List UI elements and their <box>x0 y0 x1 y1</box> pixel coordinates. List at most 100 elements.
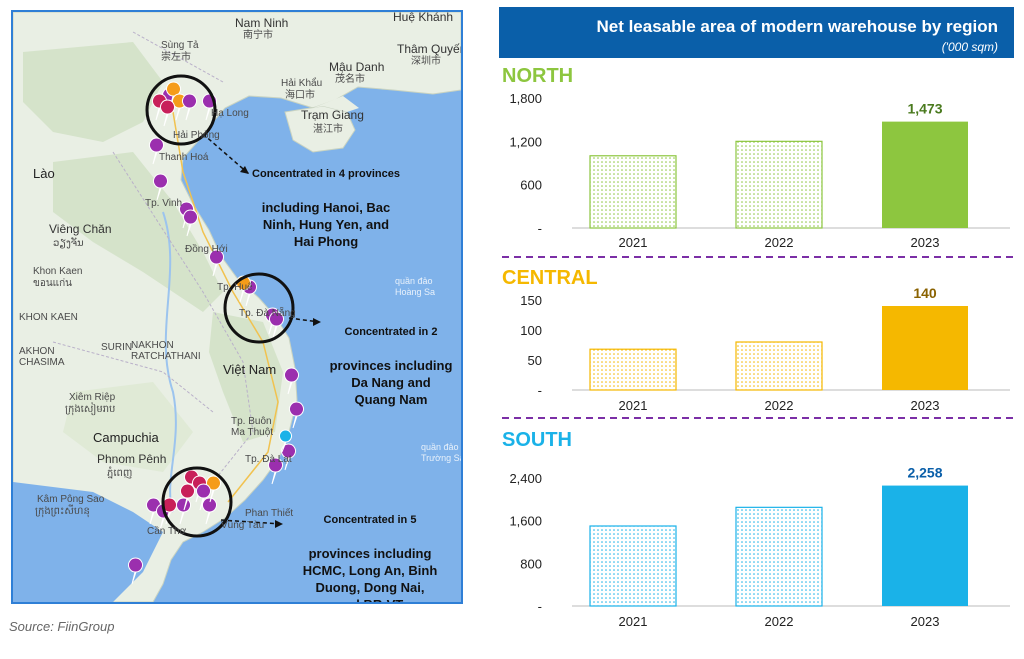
category-label-north: 2021 <box>619 235 648 250</box>
ytick-label-north: 1,800 <box>509 91 542 106</box>
pin-icon <box>281 443 296 471</box>
pin-icon <box>279 429 292 453</box>
place-khon-kaen-th: ขอนแก่น <box>33 278 73 289</box>
cluster-circle-central <box>223 272 295 344</box>
gulf-of-thailand <box>13 482 163 602</box>
place-vung-tau: Vũng Tàu <box>221 520 265 531</box>
panel-title-central: CENTRAL <box>502 267 598 289</box>
ytick-label-south: - <box>538 599 542 614</box>
pin-icon <box>128 557 143 585</box>
place-thanh-hoa: Thanh Hoá <box>159 152 209 163</box>
location-pins-cluster <box>152 81 292 525</box>
category-label-south: 2023 <box>911 614 940 629</box>
place-phnom-penh: Phnom Pênh <box>97 452 167 466</box>
callout-south: Concentrated in 5 provinces including HC… <box>285 496 455 602</box>
pin-icon <box>183 209 198 237</box>
place-mau-danh-cn: 茂名市 <box>335 74 365 85</box>
callout-south-rest: provinces including HCMC, Long An, Binh … <box>302 546 438 602</box>
panel-title-north: NORTH <box>502 65 573 87</box>
chart-layer: NORTH - 600 1,200 1,800 2021 2022 1,473 2023 CENT… <box>502 65 1016 629</box>
ytick-label-central: - <box>538 383 542 398</box>
bar-central-2022 <box>735 341 823 391</box>
pin-icon <box>153 173 168 201</box>
category-label-central: 2022 <box>765 398 794 413</box>
place-khon-kaen2: KHON KAEN <box>19 312 78 323</box>
ytick-label-central: 50 <box>528 353 542 368</box>
land-leizhou <box>313 96 359 112</box>
chart-header: Net leasable area of modern warehouse by… <box>499 7 1014 58</box>
panel-title-south: SOUTH <box>502 429 572 451</box>
place-da-lat: Tp. Đà Lạt <box>245 454 292 465</box>
callout-central-line1: Concentrated in 2 <box>344 326 438 338</box>
pin-icon <box>149 137 164 165</box>
source-note: Source: FiinGroup <box>9 619 115 634</box>
map-graphic <box>13 12 461 602</box>
ytick-label-south: 1,600 <box>509 514 542 529</box>
ytick-label-north: 1,200 <box>509 134 542 149</box>
place-quan-dao-truong-sa: quần đảo Trường Sa <box>421 442 461 463</box>
data-label-north: 1,473 <box>907 101 942 117</box>
cluster-circle-north <box>145 74 217 146</box>
pin-icon <box>196 483 211 511</box>
place-hue-khanh: Huệ Khánh <box>393 10 454 24</box>
callout-arrows <box>202 133 320 525</box>
bar-north-2022 <box>735 140 823 229</box>
category-label-south: 2022 <box>765 614 794 629</box>
pin-icon <box>269 311 284 339</box>
place-kam-pong-sao: Kâm Pông Sao <box>37 494 105 505</box>
road-north-south <box>172 111 279 503</box>
place-quan-dao-hoang-sa: quần đảo Hoàng Sa <box>395 276 436 297</box>
bar-south-2022 <box>735 506 823 607</box>
bar-south-2021 <box>589 525 677 607</box>
place-hai-khau-cn: 海口市 <box>285 90 315 101</box>
forest-lao <box>53 152 223 312</box>
pin-icon <box>180 483 195 511</box>
category-label-north: 2023 <box>911 235 940 250</box>
bar-north-2023 <box>882 121 968 228</box>
place-khon-kaen: Khon Kaen <box>33 266 83 277</box>
place-xiem-riep: Xiêm Riệp <box>69 392 116 403</box>
place-akhon-ratchasima: AKHON CHASIMA <box>19 346 65 368</box>
place-nam-ninh-cn: 南宁市 <box>243 30 273 41</box>
ytick-label-central: 100 <box>520 323 542 338</box>
place-phnom-penh-km: ភ្នំពេញ <box>107 468 133 479</box>
map-panel: Nam Ninh 南宁市 Sùng Tả 崇左市 Huệ Khánh Thâm … <box>11 10 463 604</box>
place-hai-phong: Hải Phòng <box>173 130 220 141</box>
place-vieng-chan: Viêng Chăn <box>49 222 112 236</box>
pin-icon <box>176 497 191 525</box>
pin-icon <box>284 367 299 395</box>
border-lines <box>52 31 254 483</box>
ytick-label-north: 600 <box>520 178 542 193</box>
category-label-north: 2022 <box>765 235 794 250</box>
callout-south-line1: Concentrated in 5 <box>323 514 417 526</box>
place-nakhon-ratchathani: NAKHON RATCHATHANI <box>131 340 201 362</box>
ytick-label-south: 2,400 <box>509 471 542 486</box>
place-buon-ma-thuot: Tp. Buôn Ma Thuột <box>231 416 274 438</box>
pin-icon <box>209 249 224 277</box>
data-label-south: 2,258 <box>907 465 942 481</box>
place-da-nang: Tp. Đà Nẵng <box>239 308 296 319</box>
place-tham-quyen-cn: 深圳市 <box>411 56 441 67</box>
place-viet-nam: Việt Nam <box>223 362 277 377</box>
ytick-label-north: - <box>538 221 542 236</box>
place-vieng-chan-lao: ວຽງຈັນ <box>53 238 84 249</box>
ytick-label-south: 800 <box>520 556 542 571</box>
place-tham-quyen: Thâm Quyến <box>397 42 463 56</box>
pin-icon <box>182 93 197 121</box>
place-campuchia: Campuchia <box>93 430 159 445</box>
place-dong-hoi: Đồng Hới <box>185 244 228 255</box>
place-nam-ninh: Nam Ninh <box>235 16 289 30</box>
forest-north <box>23 42 163 142</box>
forest-central <box>209 312 283 442</box>
place-hai-khau: Hải Khẩu <box>281 78 323 89</box>
forest-cambodia <box>63 382 193 472</box>
bar-central-2021 <box>589 348 677 391</box>
pin-icon <box>289 401 304 429</box>
place-can-tho: Cần Thơ <box>147 526 187 537</box>
place-ha-long: Hạ Long <box>211 108 249 119</box>
callout-central: Concentrated in 2 provinces including Da… <box>321 308 461 408</box>
cluster-circle-south <box>161 466 233 538</box>
pin-icon <box>160 99 175 127</box>
place-tram-giang-cn: 湛江市 <box>313 124 343 135</box>
